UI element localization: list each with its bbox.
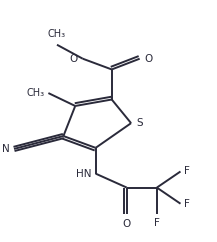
Text: CH₃: CH₃ bbox=[48, 29, 66, 39]
Text: N: N bbox=[2, 144, 9, 154]
Text: S: S bbox=[136, 118, 143, 128]
Text: O: O bbox=[123, 219, 131, 228]
Text: O: O bbox=[144, 54, 153, 64]
Text: HN: HN bbox=[76, 169, 91, 179]
Text: CH₃: CH₃ bbox=[26, 88, 44, 98]
Text: F: F bbox=[184, 199, 190, 209]
Text: F: F bbox=[184, 166, 190, 176]
Text: F: F bbox=[154, 218, 160, 228]
Text: O: O bbox=[70, 54, 78, 64]
